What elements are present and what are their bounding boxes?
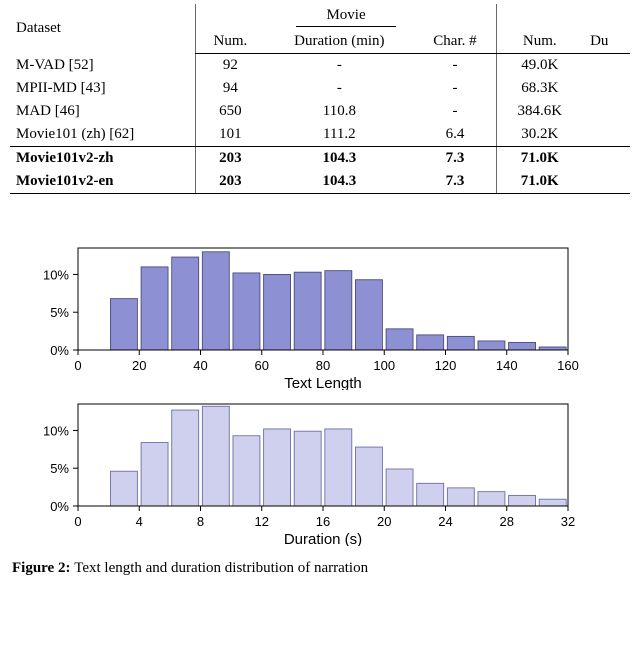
cell: 30.2K bbox=[497, 123, 582, 147]
cell: - bbox=[265, 54, 413, 78]
cell: 71.0K bbox=[497, 170, 582, 194]
cell: 203 bbox=[195, 147, 265, 171]
svg-text:80: 80 bbox=[316, 358, 330, 373]
cell bbox=[582, 54, 630, 78]
table-row: M-VAD [52]92--49.0K bbox=[10, 54, 630, 78]
col-group-movie: Movie bbox=[195, 4, 497, 30]
table-row: Movie101 (zh) [62]101111.26.430.2K bbox=[10, 123, 630, 147]
duration-histogram: 0% 5% 10% 0 4 8 12 16 20 24 28 32 Duration (s) bbox=[20, 398, 580, 546]
cell: MAD [46] bbox=[10, 100, 195, 123]
col-header-dataset: Dataset bbox=[10, 4, 195, 54]
svg-text:0: 0 bbox=[74, 514, 81, 529]
svg-text:20: 20 bbox=[377, 514, 391, 529]
svg-text:60: 60 bbox=[255, 358, 269, 373]
figure-caption: Figure 2: Text length and duration distr… bbox=[10, 560, 630, 577]
cell: 111.2 bbox=[265, 123, 413, 147]
cell: 7.3 bbox=[414, 170, 497, 194]
cell: 101 bbox=[195, 123, 265, 147]
svg-text:32: 32 bbox=[561, 514, 575, 529]
caption-prefix: Figure 2: bbox=[12, 560, 74, 576]
col-header-movie-dur: Duration (min) bbox=[265, 30, 413, 54]
svg-text:120: 120 bbox=[435, 358, 457, 373]
cell: 6.4 bbox=[414, 123, 497, 147]
cell bbox=[582, 77, 630, 100]
svg-text:160: 160 bbox=[557, 358, 579, 373]
svg-text:16: 16 bbox=[316, 514, 330, 529]
svg-text:10%: 10% bbox=[43, 423, 69, 438]
cell: 384.6K bbox=[497, 100, 582, 123]
cell: 203 bbox=[195, 170, 265, 194]
svg-text:40: 40 bbox=[193, 358, 207, 373]
cell: M-VAD [52] bbox=[10, 54, 195, 78]
cell: Movie101v2-en bbox=[10, 170, 195, 194]
cell: - bbox=[414, 54, 497, 78]
svg-text:20: 20 bbox=[132, 358, 146, 373]
svg-text:28: 28 bbox=[500, 514, 514, 529]
table-row: Movie101v2-zh203104.37.371.0K bbox=[10, 147, 630, 171]
svg-text:5%: 5% bbox=[50, 305, 69, 320]
cell: Movie101v2-zh bbox=[10, 147, 195, 171]
svg-text:0%: 0% bbox=[50, 343, 69, 358]
col-header-movie-num: Num. bbox=[195, 30, 265, 54]
cell bbox=[582, 170, 630, 194]
col-header-clip-num: Num. bbox=[497, 30, 582, 54]
cell bbox=[582, 123, 630, 147]
cell: - bbox=[414, 100, 497, 123]
cell: 104.3 bbox=[265, 147, 413, 171]
table-row: Movie101v2-en203104.37.371.0K bbox=[10, 170, 630, 194]
svg-text:4: 4 bbox=[136, 514, 143, 529]
svg-text:12: 12 bbox=[255, 514, 269, 529]
datasets-table: Dataset Movie Num. Duration (min) Char. … bbox=[10, 4, 630, 194]
svg-text:Text Length: Text Length bbox=[284, 375, 362, 390]
cell: 7.3 bbox=[414, 147, 497, 171]
cell: 68.3K bbox=[497, 77, 582, 100]
svg-text:8: 8 bbox=[197, 514, 204, 529]
svg-text:10%: 10% bbox=[43, 267, 69, 282]
cell bbox=[582, 147, 630, 171]
cell: 71.0K bbox=[497, 147, 582, 171]
cell: Movie101 (zh) [62] bbox=[10, 123, 195, 147]
table-row: MPII-MD [43]94--68.3K bbox=[10, 77, 630, 100]
cell: 104.3 bbox=[265, 170, 413, 194]
caption-text: Text length and duration distribution of… bbox=[74, 560, 368, 576]
cell: 650 bbox=[195, 100, 265, 123]
svg-text:24: 24 bbox=[438, 514, 452, 529]
cell: - bbox=[414, 77, 497, 100]
svg-text:5%: 5% bbox=[50, 461, 69, 476]
cell: MPII-MD [43] bbox=[10, 77, 195, 100]
svg-text:140: 140 bbox=[496, 358, 518, 373]
cell: - bbox=[265, 77, 413, 100]
col-group-clip bbox=[497, 4, 630, 30]
cell bbox=[582, 100, 630, 123]
svg-text:100: 100 bbox=[373, 358, 395, 373]
cell: 94 bbox=[195, 77, 265, 100]
col-header-movie-char: Char. # bbox=[414, 30, 497, 54]
cell: 110.8 bbox=[265, 100, 413, 123]
text-length-histogram: 0% 5% 10% 0 20 40 60 80 100 120 140 160 Text Length bbox=[20, 242, 580, 390]
col-header-clip-dur: Du bbox=[582, 30, 630, 54]
cell: 92 bbox=[195, 54, 265, 78]
svg-text:0%: 0% bbox=[50, 499, 69, 514]
table-row: MAD [46]650110.8-384.6K bbox=[10, 100, 630, 123]
cell: 49.0K bbox=[497, 54, 582, 78]
svg-text:0: 0 bbox=[74, 358, 81, 373]
svg-text:Duration (s): Duration (s) bbox=[284, 531, 362, 546]
